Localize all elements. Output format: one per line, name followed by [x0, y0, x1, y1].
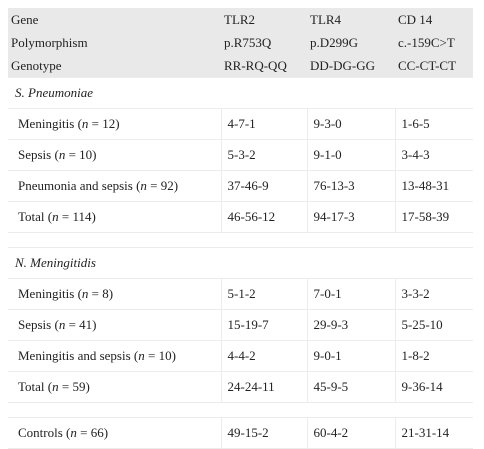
tlr2-cell: 4-4-2	[220, 340, 307, 372]
table-row: Meningitis (n = 8) 5-1-2 7-0-1 3-3-2	[8, 278, 473, 310]
header-cell: Gene	[8, 8, 221, 31]
row-label: Total (n = 59)	[8, 371, 221, 403]
table-row: Pneumonia and sepsis (n = 92) 37-46-9 76…	[8, 170, 473, 202]
tlr4-cell: 9-1-0	[306, 139, 395, 171]
tlr4-cell: 7-0-1	[306, 278, 395, 310]
section-header-n-meningitidis: N. Meningitidis	[8, 247, 473, 279]
table-row: Meningitis and sepsis (n = 10) 4-4-2 9-0…	[8, 340, 473, 372]
tlr2-cell: 37-46-9	[220, 170, 307, 202]
table-row: Sepsis (n = 10) 5-3-2 9-1-0 3-4-3	[8, 139, 473, 171]
tlr4-cell: 45-9-5	[306, 371, 395, 403]
n-variable: n	[58, 317, 66, 332]
header-cell: TLR2	[221, 8, 307, 31]
label-text: Sepsis (	[18, 147, 59, 162]
spacer-row	[8, 402, 473, 418]
label-text: Meningitis (	[18, 116, 82, 131]
n-variable: n	[81, 116, 89, 131]
n-variable: n	[81, 286, 89, 301]
header-cell: Genotype	[8, 54, 221, 78]
tlr2-cell: 4-7-1	[220, 108, 307, 140]
label-text: = 41)	[65, 317, 97, 332]
label-text: = 114)	[58, 209, 96, 224]
label-text: Total (	[18, 209, 53, 224]
label-text: Pneumonia and sepsis (	[18, 178, 141, 193]
spacer-cell	[8, 232, 473, 248]
section-title: N. Meningitidis	[8, 247, 473, 279]
header-cell: DD-DG-GG	[307, 54, 395, 78]
n-variable: n	[70, 425, 77, 440]
n-variable: n	[138, 348, 145, 363]
label-text: Meningitis (	[18, 286, 82, 301]
tlr2-cell: 46-56-12	[220, 201, 307, 233]
label-text: = 10)	[144, 348, 176, 363]
tlr4-cell: 60-4-2	[306, 417, 395, 449]
label-text: Controls (	[18, 425, 71, 440]
cd14-cell: 1-8-2	[394, 340, 473, 372]
table-row: Total (n = 59) 24-24-11 45-9-5 9-36-14	[8, 371, 473, 403]
cd14-cell: 13-48-31	[394, 170, 473, 202]
row-label: Total (n = 114)	[8, 201, 221, 233]
cd14-cell: 17-58-39	[394, 201, 473, 233]
header-cell: RR-RQ-QQ	[221, 54, 307, 78]
n-variable: n	[58, 147, 66, 162]
header-cell: p.R753Q	[221, 31, 307, 54]
section-header-s-pneumoniae: S. Pneumoniae	[8, 77, 473, 109]
table-row: Meningitis (n = 12) 4-7-1 9-3-0 1-6-5	[8, 108, 473, 140]
header-row-genotype: Genotype RR-RQ-QQ DD-DG-GG CC-CT-CT	[8, 54, 473, 78]
label-text: = 92)	[146, 178, 179, 193]
section-title: S. Pneumoniae	[8, 77, 473, 109]
tlr2-cell: 24-24-11	[220, 371, 307, 403]
tlr4-cell: 94-17-3	[306, 201, 395, 233]
header-cell: TLR4	[307, 8, 395, 31]
table-row: Sepsis (n = 41) 15-19-7 29-9-3 5-25-10	[8, 309, 473, 341]
n-variable: n	[140, 178, 147, 193]
tlr4-cell: 9-0-1	[306, 340, 395, 372]
tlr4-cell: 29-9-3	[306, 309, 395, 341]
row-label: Sepsis (n = 10)	[8, 139, 221, 171]
cd14-cell: 3-4-3	[394, 139, 473, 171]
header-cell: Polymorphism	[8, 31, 221, 54]
cd14-cell: 3-3-2	[394, 278, 473, 310]
row-label: Sepsis (n = 41)	[8, 309, 221, 341]
row-label: Controls (n = 66)	[8, 417, 221, 449]
header-row-gene: Gene TLR2 TLR4 CD 14	[8, 8, 473, 31]
tlr4-cell: 9-3-0	[306, 108, 395, 140]
tlr2-cell: 15-19-7	[220, 309, 307, 341]
genotype-table: Gene TLR2 TLR4 CD 14 Polymorphism p.R753…	[8, 8, 473, 449]
spacer-cell	[8, 402, 473, 418]
row-label: Meningitis and sepsis (n = 10)	[8, 340, 221, 372]
label-text: Meningitis and sepsis (	[18, 348, 139, 363]
header-cell: CC-CT-CT	[395, 54, 473, 78]
row-label: Meningitis (n = 12)	[8, 108, 221, 140]
table-row-controls: Controls (n = 66) 49-15-2 60-4-2 21-31-1…	[8, 417, 473, 449]
tlr2-cell: 5-3-2	[220, 139, 307, 171]
spacer-row	[8, 232, 473, 248]
header-cell: c.-159C>T	[395, 31, 473, 54]
label-text: Total (	[18, 379, 53, 394]
header-row-polymorphism: Polymorphism p.R753Q p.D299G c.-159C>T	[8, 31, 473, 54]
label-text: = 8)	[88, 286, 114, 301]
header-cell: p.D299G	[307, 31, 395, 54]
table-row: Total (n = 114) 46-56-12 94-17-3 17-58-3…	[8, 201, 473, 233]
tlr2-cell: 5-1-2	[220, 278, 307, 310]
n-variable: n	[52, 379, 59, 394]
cd14-cell: 9-36-14	[394, 371, 473, 403]
tlr4-cell: 76-13-3	[306, 170, 395, 202]
label-text: = 10)	[65, 147, 97, 162]
row-label: Pneumonia and sepsis (n = 92)	[8, 170, 221, 202]
row-label: Meningitis (n = 8)	[8, 278, 221, 310]
cd14-cell: 21-31-14	[394, 417, 473, 449]
label-text: = 12)	[88, 116, 120, 131]
label-text: = 59)	[58, 379, 90, 394]
label-text: = 66)	[76, 425, 109, 440]
header-cell: CD 14	[395, 8, 473, 31]
cd14-cell: 1-6-5	[394, 108, 473, 140]
cd14-cell: 5-25-10	[394, 309, 473, 341]
tlr2-cell: 49-15-2	[220, 417, 307, 449]
label-text: Sepsis (	[18, 317, 59, 332]
n-variable: n	[52, 209, 59, 224]
